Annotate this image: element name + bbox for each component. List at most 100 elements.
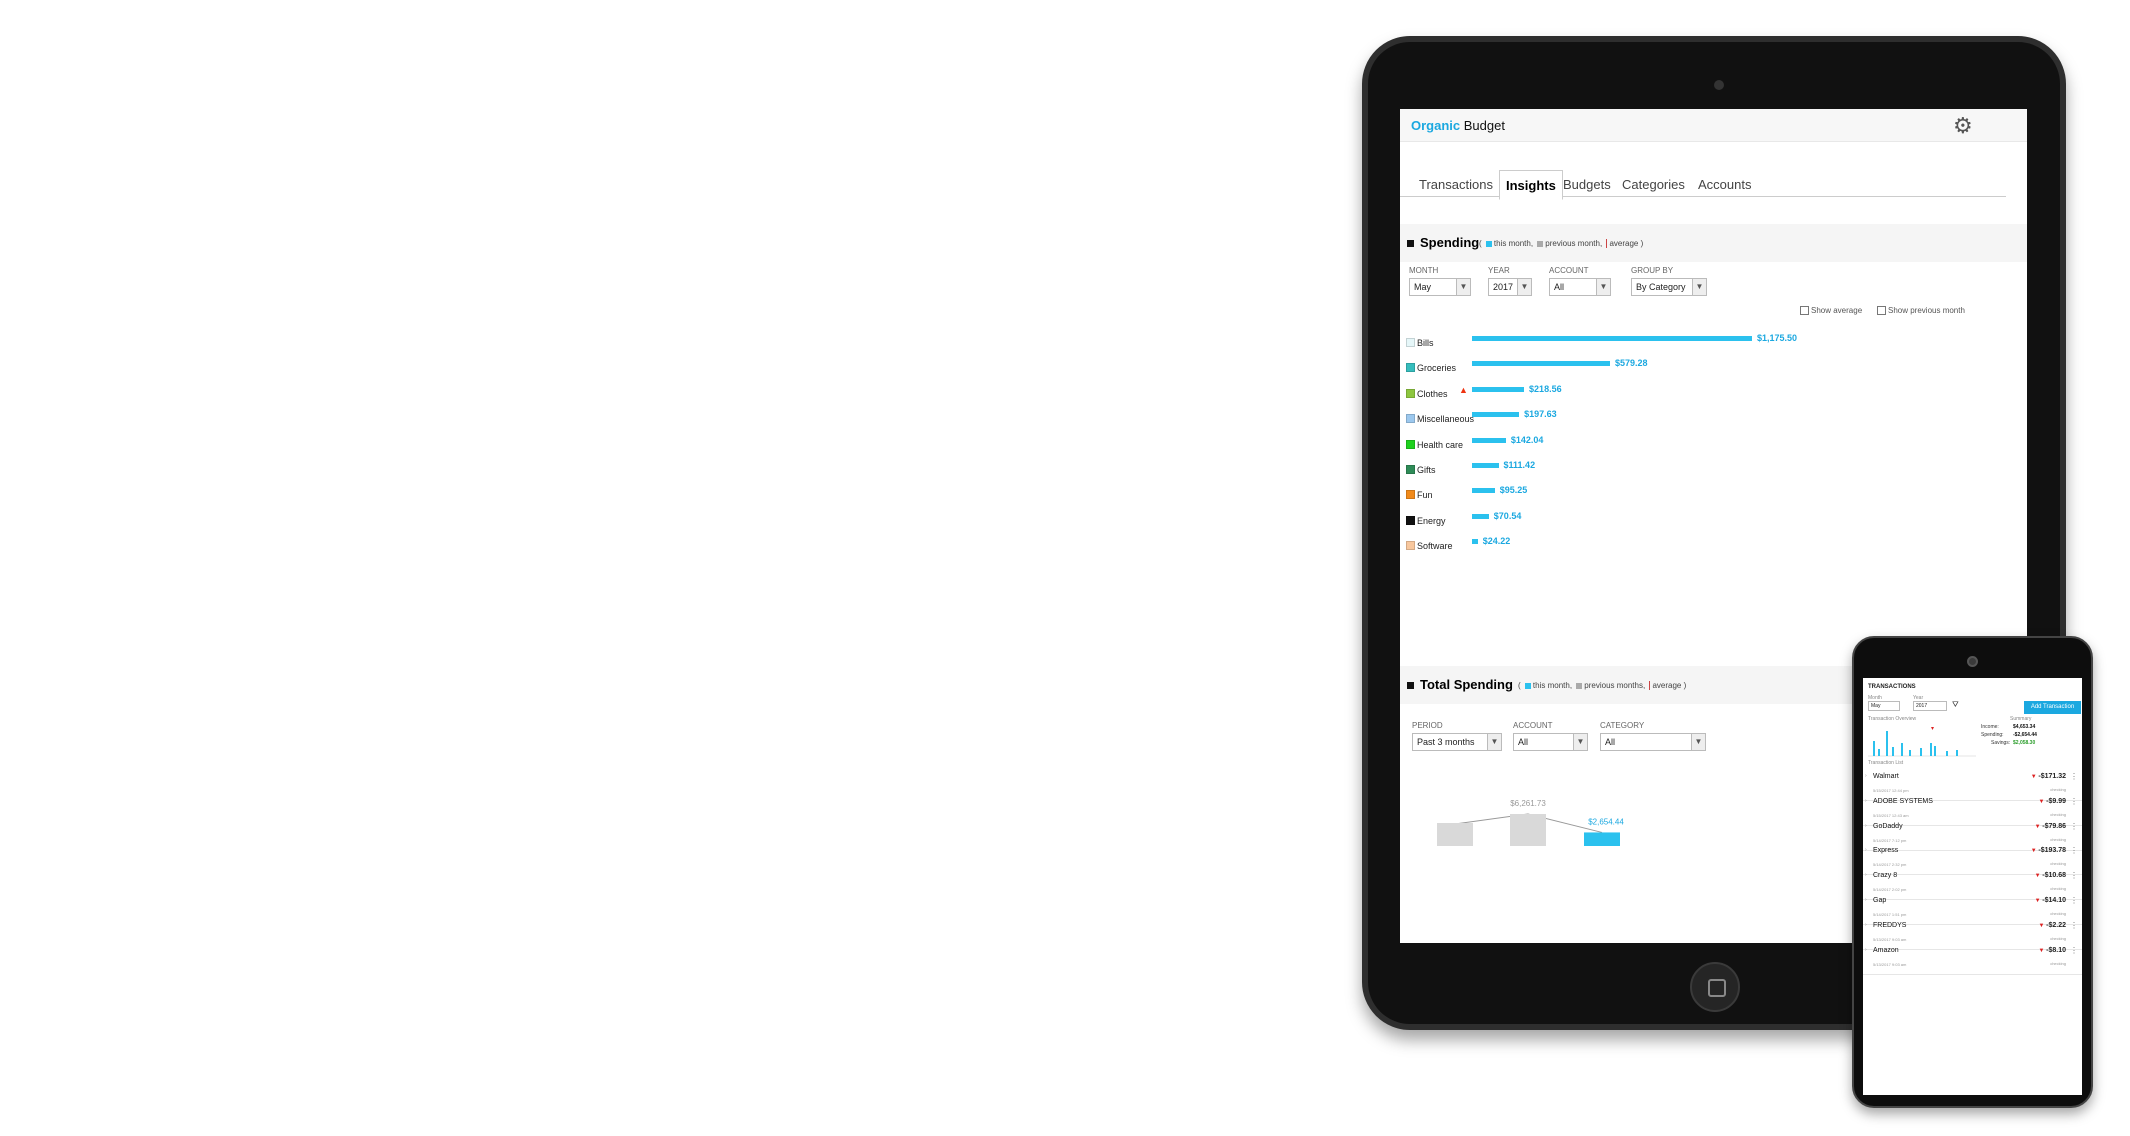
summary-spending-value: -$2,654.44 bbox=[2013, 732, 2037, 738]
category-label[interactable]: Energy bbox=[1417, 515, 1446, 526]
phone-year-value: 2017 bbox=[1916, 703, 1928, 709]
account-label: ACCOUNT bbox=[1549, 266, 1589, 275]
category-label[interactable]: Groceries bbox=[1417, 363, 1457, 374]
more-options-icon[interactable]: ⋮ bbox=[2070, 896, 2078, 905]
legend-open: ( bbox=[1518, 681, 1521, 690]
this-month-bar[interactable] bbox=[1584, 832, 1620, 846]
spending-bar[interactable] bbox=[1472, 463, 1499, 468]
period-select[interactable]: Past 3 months ▼ bbox=[1412, 733, 1502, 751]
total-spending-value-label: $6,261.73 bbox=[1510, 799, 1546, 808]
show-average-checkbox[interactable]: Show average bbox=[1800, 306, 1862, 316]
more-options-icon[interactable]: ⋮ bbox=[2070, 846, 2078, 856]
transaction-row[interactable]: › Express 5/14/2017 2:32 pm -$193.78 checkin… bbox=[1863, 841, 2082, 876]
spending-bar[interactable] bbox=[1472, 513, 1489, 519]
more-options-icon[interactable]: ⋮ bbox=[2070, 796, 2078, 806]
spending-bar[interactable] bbox=[1472, 412, 1520, 418]
category-swatch bbox=[1406, 465, 1415, 474]
more-options-icon[interactable]: ⋮ bbox=[2070, 821, 2078, 831]
spending-title: Spending bbox=[1407, 235, 1479, 250]
spending-bar[interactable] bbox=[1472, 386, 1525, 392]
spending-bar[interactable] bbox=[1472, 539, 1478, 545]
transaction-row[interactable]: › FREDDYS 5/13/2017 9:03 am -$2.22 checking ⋮ bbox=[1863, 916, 2082, 950]
chevron-down-icon: ▼ bbox=[1573, 734, 1587, 750]
category-label[interactable]: Health care bbox=[1417, 439, 1464, 450]
transaction-row[interactable]: › ADOBE SYSTEMS 5/15/2017 12:43 am -$9.99 ch… bbox=[1863, 792, 2082, 826]
category-label[interactable]: Fun bbox=[1417, 490, 1433, 501]
transaction-account: checking bbox=[2050, 886, 2066, 892]
expand-chevron-icon[interactable]: › bbox=[1865, 822, 1867, 829]
category-label[interactable]: Software bbox=[1417, 541, 1453, 552]
category-select[interactable]: All ▼ bbox=[1600, 733, 1706, 751]
transaction-name: Walmart bbox=[1873, 773, 1899, 780]
summary-savings-value: $2,058.30 bbox=[2013, 740, 2036, 746]
phone-list-label: Transaction List bbox=[1868, 760, 1904, 766]
transaction-row[interactable]: › GoDaddy 5/14/2017 7:12 pm -$79.86 checking… bbox=[1863, 817, 2082, 851]
app-brand[interactable]: Organic Budget bbox=[1411, 118, 1505, 133]
tab-transactions[interactable]: Transactions bbox=[1419, 177, 1493, 192]
spending-value-label: $24.22 bbox=[1482, 536, 1511, 547]
summary-spending-label: Spending: bbox=[1981, 732, 2004, 738]
expand-chevron-icon[interactable]: › bbox=[1865, 897, 1867, 903]
transaction-amount: -$14.10 bbox=[2035, 897, 2066, 904]
more-options-icon[interactable]: ⋮ bbox=[2070, 920, 2078, 930]
spending-bar[interactable] bbox=[1472, 437, 1506, 443]
spending-value-label: $218.56 bbox=[1529, 383, 1562, 394]
more-options-icon[interactable]: ⋮ bbox=[2070, 945, 2078, 955]
tab-accounts[interactable]: Accounts bbox=[1698, 177, 1752, 192]
expand-chevron-icon[interactable]: › bbox=[1865, 847, 1867, 854]
more-options-icon[interactable]: ⋮ bbox=[2070, 772, 2078, 781]
expand-chevron-icon[interactable]: › bbox=[1865, 797, 1867, 804]
phone-screen: TRANSACTIONS Month May Year 2017 ⛛ Add T… bbox=[1863, 678, 2082, 1095]
legend-close: ) bbox=[1640, 239, 1644, 248]
category-label[interactable]: Clothes bbox=[1417, 388, 1448, 399]
warning-icon: ▲ bbox=[1459, 384, 1468, 395]
transaction-row[interactable]: › Walmart 5/15/2017 12:44 pm -$171.32 checki… bbox=[1863, 767, 2082, 801]
more-options-icon[interactable]: ⋮ bbox=[2070, 871, 2078, 881]
tab-budgets[interactable]: Budgets bbox=[1563, 177, 1611, 192]
transaction-row[interactable]: › Amazon 5/13/2017 9:03 am -$8.10 checking ⋮ bbox=[1863, 941, 2082, 975]
category-label[interactable]: Gifts bbox=[1417, 465, 1436, 475]
transaction-date: 5/13/2017 9:03 am bbox=[1873, 961, 1907, 967]
expand-chevron-icon[interactable]: › bbox=[1865, 921, 1867, 928]
gear-icon[interactable]: ⚙ bbox=[1953, 113, 1973, 138]
legend-previous-month: previous month, bbox=[1545, 239, 1603, 248]
expand-chevron-icon[interactable]: › bbox=[1865, 872, 1867, 879]
month-select[interactable]: May ▼ bbox=[1409, 278, 1471, 296]
previous-month-bar[interactable] bbox=[1437, 823, 1473, 846]
transaction-amount: -$10.68 bbox=[2035, 872, 2066, 879]
phone-month-select[interactable]: May bbox=[1868, 701, 1900, 711]
tab-insights[interactable]: Insights bbox=[1499, 170, 1563, 200]
phone-year-select[interactable]: 2017 bbox=[1913, 701, 1947, 711]
total-spending-value-label: $2,654.44 bbox=[1588, 817, 1624, 826]
category-swatch bbox=[1406, 541, 1415, 551]
group-by-label: GROUP BY bbox=[1631, 266, 1674, 275]
transaction-account: checking bbox=[2050, 787, 2066, 792]
expand-chevron-icon[interactable]: › bbox=[1865, 773, 1867, 779]
spending-bar[interactable] bbox=[1472, 336, 1752, 341]
transaction-name: FREDDYS bbox=[1873, 921, 1907, 929]
add-transaction-button[interactable]: Add Transaction bbox=[2024, 701, 2081, 714]
spending-bar[interactable] bbox=[1472, 361, 1610, 367]
spending-by-category-chart: Bills $1,175.50 Groceries $579.28 Clothes ▲ $2… bbox=[1400, 333, 2027, 637]
tab-categories[interactable]: Categories bbox=[1622, 177, 1685, 192]
transaction-row[interactable]: › Crazy 8 5/14/2017 2:02 pm -$10.68 checking… bbox=[1863, 866, 2082, 901]
account-select[interactable]: All ▼ bbox=[1549, 278, 1611, 296]
transaction-account: checking bbox=[2050, 836, 2066, 842]
legend-average-marker bbox=[1606, 239, 1608, 249]
filter-icon[interactable]: ⛛ bbox=[1952, 700, 1959, 709]
tab-bar: Transactions Insights Budgets Categories… bbox=[1400, 170, 2006, 200]
show-previous-month-checkbox[interactable]: Show previous month bbox=[1877, 306, 1965, 316]
category-label[interactable]: Bills bbox=[1417, 338, 1434, 348]
group-by-select[interactable]: By Category ▼ bbox=[1631, 278, 1707, 296]
category-label[interactable]: Miscellaneous bbox=[1417, 414, 1475, 425]
expand-chevron-icon[interactable]: › bbox=[1865, 946, 1867, 953]
previous-month-bar[interactable] bbox=[1510, 814, 1546, 846]
home-button[interactable] bbox=[1690, 962, 1740, 1012]
year-select[interactable]: 2017 ▼ bbox=[1488, 278, 1532, 296]
transaction-row[interactable]: › Gap 5/14/2017 1:51 pm -$14.10 checking ⋮ bbox=[1863, 891, 2082, 925]
summary-savings-label: Savings: bbox=[1991, 740, 2011, 746]
total-account-select[interactable]: All ▼ bbox=[1513, 733, 1588, 751]
period-label: PERIOD bbox=[1412, 721, 1443, 730]
spending-bar[interactable] bbox=[1472, 488, 1495, 494]
total-spending-legend: ( this month, previous months, average ) bbox=[1518, 681, 1686, 691]
